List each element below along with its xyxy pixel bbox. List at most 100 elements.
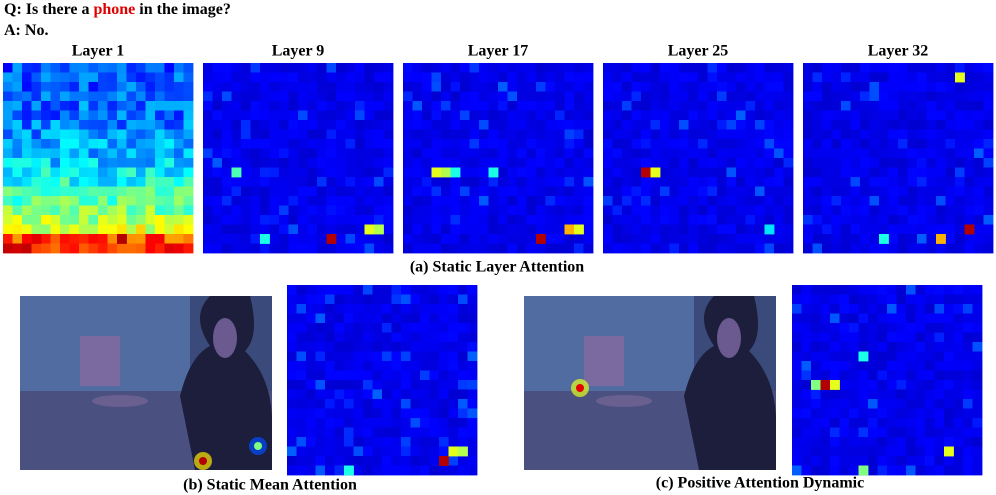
heat-cell [574,82,584,92]
heat-cell [403,148,413,159]
heat-cell [3,186,13,197]
heat-cell [326,63,337,73]
heat-cell [944,332,954,343]
heat-cell [650,101,661,111]
heat-cell [431,91,442,102]
heat-cell [915,418,926,428]
heat-cell [507,110,518,121]
heat-cell [469,158,480,168]
heat-cell [888,139,899,149]
heat-cell [906,418,916,428]
heat-cell [126,120,137,130]
heat-cell [736,215,746,225]
heat-cell [736,205,746,216]
heat-cell [622,63,632,73]
heat-cell [22,120,32,130]
heat-cell [879,158,889,168]
attention-spot [199,457,207,465]
heat-cell [526,234,537,244]
heat-cell [412,82,423,92]
heat-cell [222,82,232,92]
heat-cell [745,205,756,216]
heat-cell [955,148,965,159]
heat-cell [803,186,813,197]
heat-cell [583,224,594,235]
heat-cell [336,224,346,235]
heat-cell [983,110,994,121]
heat-cell [31,82,42,92]
heat-cell [372,304,383,314]
heat-cell [841,205,851,216]
heat-cell [526,72,537,83]
heat-cell [403,234,413,244]
heat-cell [774,243,784,254]
heat-cell [803,177,813,187]
heat-cell [315,294,326,305]
heat-cell [107,205,118,216]
heat-cell [669,148,680,159]
face [213,318,237,358]
heat-cell [955,243,965,254]
heat-cell [944,427,954,438]
heat-cell [458,323,468,333]
caption: (c) Positive Attention Dynamic [656,475,864,492]
heat-cell [650,129,661,140]
heat-cell [355,91,365,102]
heat-cell [306,313,316,324]
heat-cell [60,186,70,197]
heat-cell [31,205,42,216]
heat-cell [12,243,23,254]
heat-cell [431,177,442,187]
heat-cell [450,129,461,140]
heat-cell [269,148,280,159]
heat-cell [877,437,888,447]
heat-cell [488,243,499,254]
heat-cell [183,129,194,140]
heat-cell [203,101,213,111]
heat-cell [983,243,994,254]
heat-cell [431,129,442,140]
heat-cell [915,285,926,295]
heat-cell [707,101,718,111]
heat-cell [212,101,223,111]
heat-cell [401,380,411,390]
heat-cell [801,418,812,428]
heat-cell [353,285,364,295]
heat-cell [507,101,518,111]
heat-cell [945,139,956,149]
heat-cell [326,129,337,140]
heat-cell [822,196,832,206]
heat-cell [631,215,642,225]
heat-cell [839,342,850,352]
heat-cell [574,205,584,216]
heat-cell [888,196,899,206]
heat-cell [136,243,146,254]
heat-cell [183,148,194,159]
heat-cell [441,243,451,254]
heat-cell [545,139,556,149]
heat-cell [888,205,899,216]
heat-cell [944,389,954,400]
heat-cell [925,370,935,381]
heat-cell [164,139,175,149]
heat-cell [906,399,916,409]
heat-cell [926,82,937,92]
heat-cell [401,418,411,428]
heat-cell [622,120,632,130]
heat-cell [336,215,346,225]
heat-cell [374,129,384,140]
heat-cell [326,158,337,168]
heat-cell [555,72,565,83]
heat-cell [164,205,175,216]
heat-cell [641,129,651,140]
heat-cell [641,196,651,206]
heat-cell [526,196,537,206]
heat-cell [222,215,232,225]
heat-cell [372,427,383,438]
heat-cell [507,158,518,168]
heat-cell [250,196,261,206]
heat-cell [717,215,727,225]
heat-cell [555,91,565,102]
heat-cell [792,285,802,295]
heat-cell [764,110,775,121]
